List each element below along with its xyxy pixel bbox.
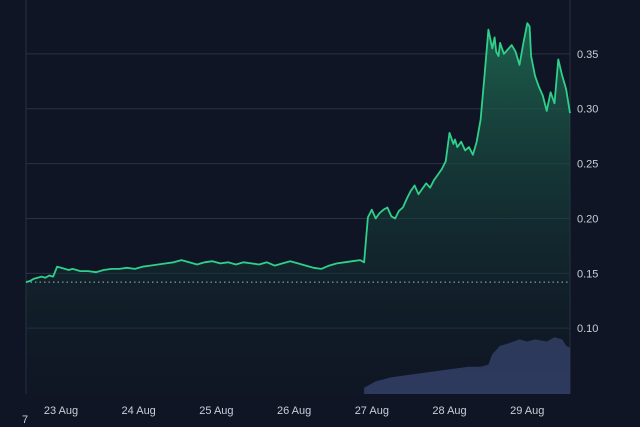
- price-area: [26, 23, 570, 394]
- y-tick-label-5: 0.35: [577, 49, 598, 61]
- y-tick-label-0: 0.10: [577, 323, 598, 335]
- x-tick-label-5: 28 Aug: [432, 405, 466, 417]
- x-tick-label-0: 23 Aug: [44, 405, 78, 417]
- y-tick-label-4: 0.30: [577, 104, 598, 116]
- y-tick-label-1: 0.15: [577, 268, 598, 280]
- x-tick-label-3: 26 Aug: [277, 405, 311, 417]
- watermark-glyph: 7: [22, 414, 29, 426]
- x-tick-label-1: 24 Aug: [122, 405, 156, 417]
- price-series-line: [25, 22, 571, 283]
- price-line: [25, 22, 571, 283]
- price-area-fill: [26, 23, 570, 394]
- x-tick-label-4: 27 Aug: [355, 405, 389, 417]
- y-tick-label-3: 0.25: [577, 159, 598, 171]
- x-axis-ticks: 23 Aug 24 Aug 25 Aug 26 Aug 27 Aug 28 Aug 29 A…: [44, 405, 545, 417]
- y-axis-ticks: 0.10 0.15 0.20 0.25 0.30 0.35: [577, 49, 598, 335]
- y-tick-label-2: 0.20: [577, 213, 598, 225]
- x-tick-label-2: 25 Aug: [199, 405, 233, 417]
- x-tick-label-6: 29 Aug: [510, 405, 544, 417]
